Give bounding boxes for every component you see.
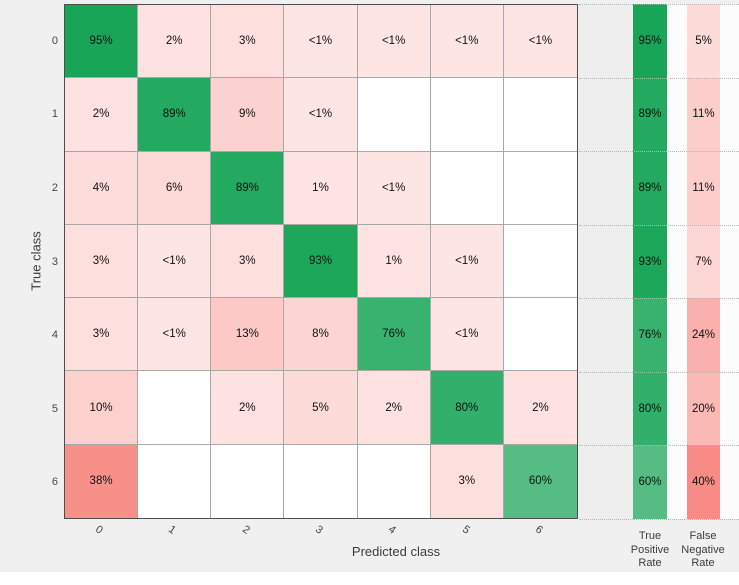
x-tick-label: 3	[313, 523, 325, 537]
matrix-cell	[503, 151, 577, 225]
matrix-cell	[211, 444, 285, 518]
fnr-cell: 11%	[687, 77, 720, 152]
y-tick-label: 1	[51, 108, 58, 121]
fnr-cell: 5%	[687, 4, 720, 78]
matrix-cell: 89%	[211, 151, 285, 225]
tpr-cell: 80%	[633, 371, 667, 446]
row-separator-line	[579, 519, 739, 520]
y-tick-label: 0	[51, 34, 58, 47]
matrix-cell: 2%	[211, 371, 285, 445]
matrix-cell	[138, 371, 212, 445]
matrix-cell: 9%	[211, 78, 285, 152]
x-tick-label: 1	[166, 523, 179, 537]
matrix-cell: 89%	[138, 78, 212, 152]
matrix-cell: 3%	[65, 298, 139, 372]
matrix-cell: 1%	[284, 151, 358, 225]
matrix-cell: 5%	[284, 371, 358, 445]
matrix-cell: 38%	[65, 444, 139, 518]
matrix-cell	[430, 78, 504, 152]
tpr-cell: 95%	[633, 4, 667, 78]
fnr-cell: 11%	[687, 151, 720, 225]
matrix-cell: 3%	[430, 444, 504, 518]
fnr-cell: 20%	[687, 371, 720, 446]
matrix-cell: 60%	[503, 444, 577, 518]
matrix-cell: <1%	[284, 5, 358, 79]
x-tick-label: 4	[386, 523, 399, 537]
matrix-cell	[284, 444, 358, 518]
spacer-band	[578, 4, 633, 519]
matrix-cell: 8%	[284, 298, 358, 372]
matrix-cell: 6%	[138, 151, 212, 225]
matrix-cell: 10%	[65, 371, 139, 445]
matrix-cell: <1%	[138, 224, 212, 299]
figure-bottom-margin	[0, 572, 739, 585]
x-tick-label: 2	[239, 523, 252, 537]
matrix-cell	[430, 151, 504, 225]
matrix-cell: <1%	[138, 298, 212, 372]
matrix-cell: 3%	[211, 224, 285, 299]
x-tick-label: 5	[459, 523, 472, 537]
tpr-column-label: True Positive Rate	[630, 530, 670, 569]
matrix-cell: 3%	[65, 224, 139, 299]
fnr-cell: 24%	[687, 298, 720, 372]
matrix-cell: 4%	[65, 151, 139, 225]
matrix-cell: 1%	[357, 224, 431, 299]
matrix-cell: 80%	[430, 371, 504, 445]
matrix-cell	[503, 78, 577, 152]
matrix-cell: <1%	[284, 78, 358, 152]
y-axis-ticks: 0 1 2 3 4 5 6	[0, 4, 58, 519]
tpr-cell: 89%	[633, 151, 667, 225]
y-tick-label: 2	[51, 181, 58, 194]
matrix-cell: 2%	[138, 5, 212, 79]
matrix-cell: <1%	[357, 151, 431, 225]
matrix-cell: <1%	[430, 298, 504, 372]
x-axis-ticks: 0 1 2 3 4 5 6	[64, 521, 578, 547]
matrix-cell: 2%	[65, 78, 139, 152]
tpr-cell: 89%	[633, 77, 667, 152]
fnr-cell: 40%	[687, 445, 720, 520]
y-tick-label: 3	[51, 255, 58, 268]
fnr-column-label: False Negative Rate	[681, 530, 725, 569]
matrix-cell: <1%	[430, 5, 504, 79]
tpr-cell: 60%	[633, 445, 667, 520]
matrix-cell: 93%	[284, 224, 358, 299]
matrix-cell	[503, 298, 577, 372]
matrix-cell	[357, 444, 431, 518]
fnr-column: 5% 11% 11% 7% 24% 20% 40%	[687, 4, 720, 520]
matrix-cell	[357, 78, 431, 152]
x-tick-label: 6	[533, 523, 546, 537]
matrix-cell: 3%	[211, 5, 285, 79]
matrix-cell: 95%	[65, 5, 139, 79]
matrix-cell: <1%	[503, 5, 577, 79]
matrix-cell	[138, 444, 212, 518]
matrix-cell: 76%	[357, 298, 431, 372]
matrix-cell: <1%	[357, 5, 431, 79]
matrix-cell: 2%	[503, 371, 577, 445]
matrix-cell	[503, 224, 577, 299]
x-axis-label: Predicted class	[351, 544, 441, 559]
fnr-cell: 7%	[687, 224, 720, 299]
tpr-column: 95% 89% 89% 93% 76% 80% 60%	[633, 4, 667, 520]
x-tick-label: 0	[92, 523, 105, 537]
matrix-cell: 2%	[357, 371, 431, 445]
y-tick-label: 5	[51, 402, 58, 415]
tpr-cell: 76%	[633, 298, 667, 372]
tpr-cell: 93%	[633, 224, 667, 299]
y-tick-label: 4	[51, 329, 58, 342]
matrix-cell: <1%	[430, 224, 504, 299]
matrix-cell: 13%	[211, 298, 285, 372]
confusion-matrix: 95% 2% 3% <1% <1% <1% <1% 2% 89% 9% <1% 4% 6% 89% 1% <1…	[64, 4, 578, 519]
y-tick-label: 6	[51, 476, 58, 489]
